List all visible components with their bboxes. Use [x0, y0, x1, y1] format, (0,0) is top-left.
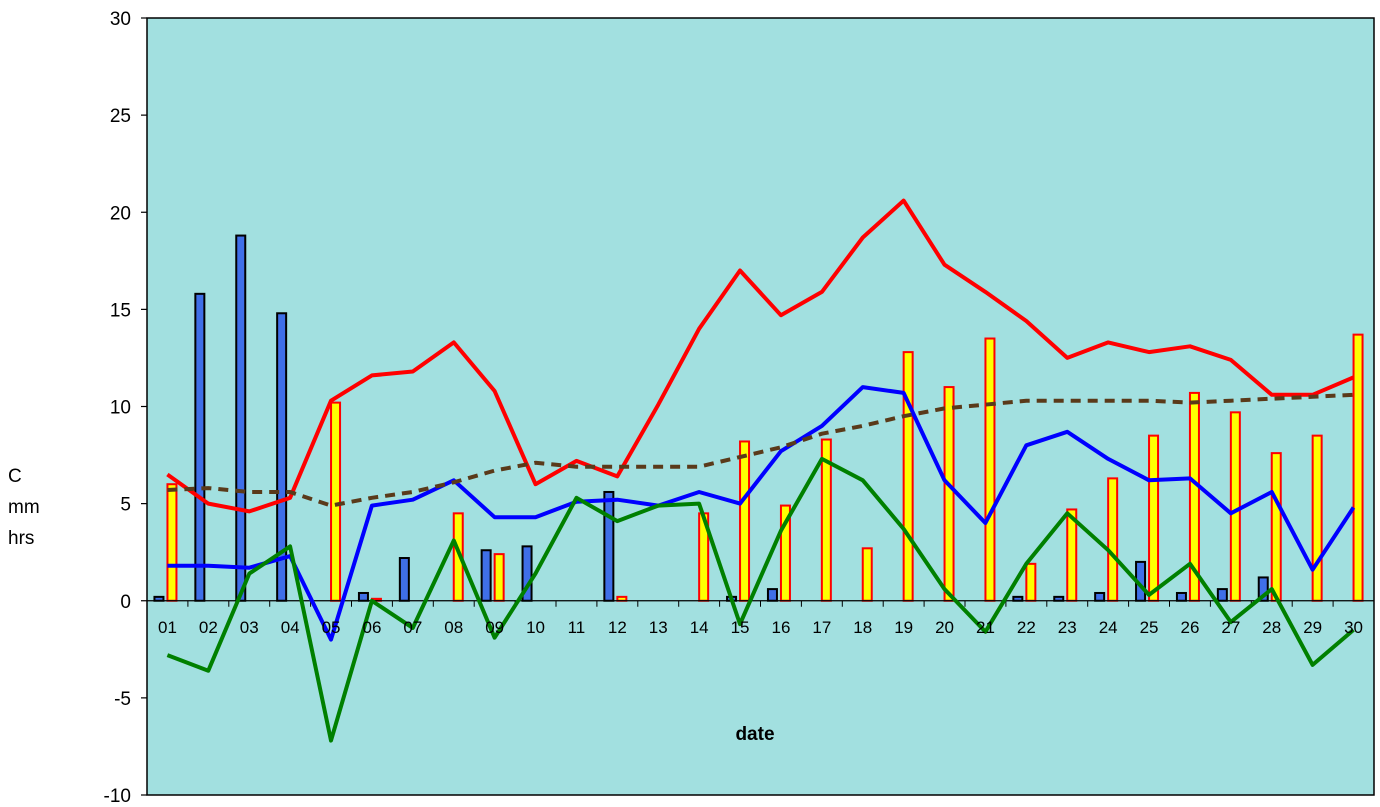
- y-tick-label: 5: [120, 495, 131, 516]
- y-tick-label: 15: [110, 300, 131, 321]
- line-series-3: [166, 456, 1355, 743]
- y-axis-title-line: hrs: [8, 528, 34, 549]
- bar-series-2: [1352, 333, 1364, 602]
- bar-series-2: [1311, 434, 1323, 602]
- y-axis: -10 -5 0 5 10 15 20 25 30: [104, 9, 147, 807]
- y-tick-label: 10: [110, 398, 131, 419]
- bar-series-1: [1175, 591, 1187, 602]
- bar-series-1: [480, 549, 492, 602]
- line-group: [166, 198, 1356, 743]
- y-tick-label: 25: [110, 106, 131, 127]
- x-tick-label: 06: [362, 618, 381, 637]
- bar-series-1: [1216, 588, 1228, 602]
- y-axis-title: Cmm hrs: [8, 466, 40, 549]
- bar-series-2: [902, 351, 914, 602]
- bar-series-2: [861, 547, 873, 602]
- x-axis: 01 02 03 04 05 06 07 08 09 10 11 12 13 14 15 16 17 18 19 20…: [158, 618, 1363, 637]
- x-tick-label: 04: [281, 618, 300, 637]
- y-tick-label: -10: [104, 786, 131, 807]
- x-tick-label: 02: [199, 618, 218, 637]
- x-tick-label: 19: [894, 618, 913, 637]
- x-axis-title: date: [735, 724, 774, 745]
- x-tick-label: 07: [403, 618, 422, 637]
- bar-series-2: [1148, 434, 1160, 602]
- x-tick-label: 23: [1058, 618, 1077, 637]
- bar-series-1: [1094, 591, 1106, 602]
- x-tick-label: 20: [935, 618, 954, 637]
- bar-series-2: [1025, 562, 1037, 602]
- bar-series-2: [1270, 452, 1282, 602]
- x-tick-label: 28: [1262, 618, 1281, 637]
- x-tick-label: 30: [1344, 618, 1363, 637]
- x-tick-label: 25: [1140, 618, 1159, 637]
- bar-series-2: [1107, 477, 1119, 602]
- bar-series-2: [1066, 508, 1078, 602]
- bar-series-2: [493, 553, 505, 602]
- line-series-1: [166, 198, 1355, 514]
- y-tick-label: 0: [120, 592, 131, 613]
- x-tick-label: 03: [240, 618, 259, 637]
- y-axis-title-line: mm: [8, 497, 40, 518]
- y-tick-label: -5: [114, 689, 131, 710]
- bar-series-2: [984, 337, 996, 602]
- x-tick-label: 15: [731, 618, 750, 637]
- x-tick-label: 24: [1099, 618, 1118, 637]
- y-tick-label: 30: [110, 9, 131, 30]
- bar-series-1: [194, 292, 206, 602]
- bar-series-2: [166, 483, 178, 602]
- x-tick-label: 10: [526, 618, 545, 637]
- x-tick-label: 12: [608, 618, 627, 637]
- x-tick-label: 17: [812, 618, 831, 637]
- x-tick-label: 09: [485, 618, 504, 637]
- x-tick-label: 05: [322, 618, 341, 637]
- bar-series-2: [330, 401, 342, 602]
- bar-series-1: [398, 557, 410, 602]
- y-axis-title-line: C: [8, 466, 22, 487]
- x-tick-label: 14: [690, 618, 709, 637]
- bar-series-2: [943, 386, 955, 602]
- bar-series-1: [603, 490, 615, 602]
- x-tick-label: 11: [568, 618, 586, 637]
- x-tick-label: 13: [649, 618, 668, 637]
- bar-series-1: [766, 588, 778, 602]
- x-tick-label: 08: [444, 618, 463, 637]
- x-tick-label: 01: [158, 618, 177, 637]
- x-tick-label: 16: [771, 618, 790, 637]
- bar-series-1: [235, 234, 247, 602]
- bar-group: [153, 234, 1364, 602]
- x-tick-label: 18: [853, 618, 872, 637]
- bar-series-2: [739, 440, 751, 602]
- line-series-4: [167, 392, 1354, 508]
- x-tick-label: 26: [1180, 618, 1199, 637]
- line-series-2: [167, 385, 1356, 642]
- x-tick-label: 27: [1221, 618, 1240, 637]
- y-tick-label: 20: [110, 203, 131, 224]
- bar-series-2: [1229, 411, 1241, 602]
- x-tick-label: 29: [1303, 618, 1322, 637]
- x-tick-label: 22: [1017, 618, 1036, 637]
- x-tick-label: 21: [976, 618, 995, 637]
- bar-series-1: [357, 591, 369, 602]
